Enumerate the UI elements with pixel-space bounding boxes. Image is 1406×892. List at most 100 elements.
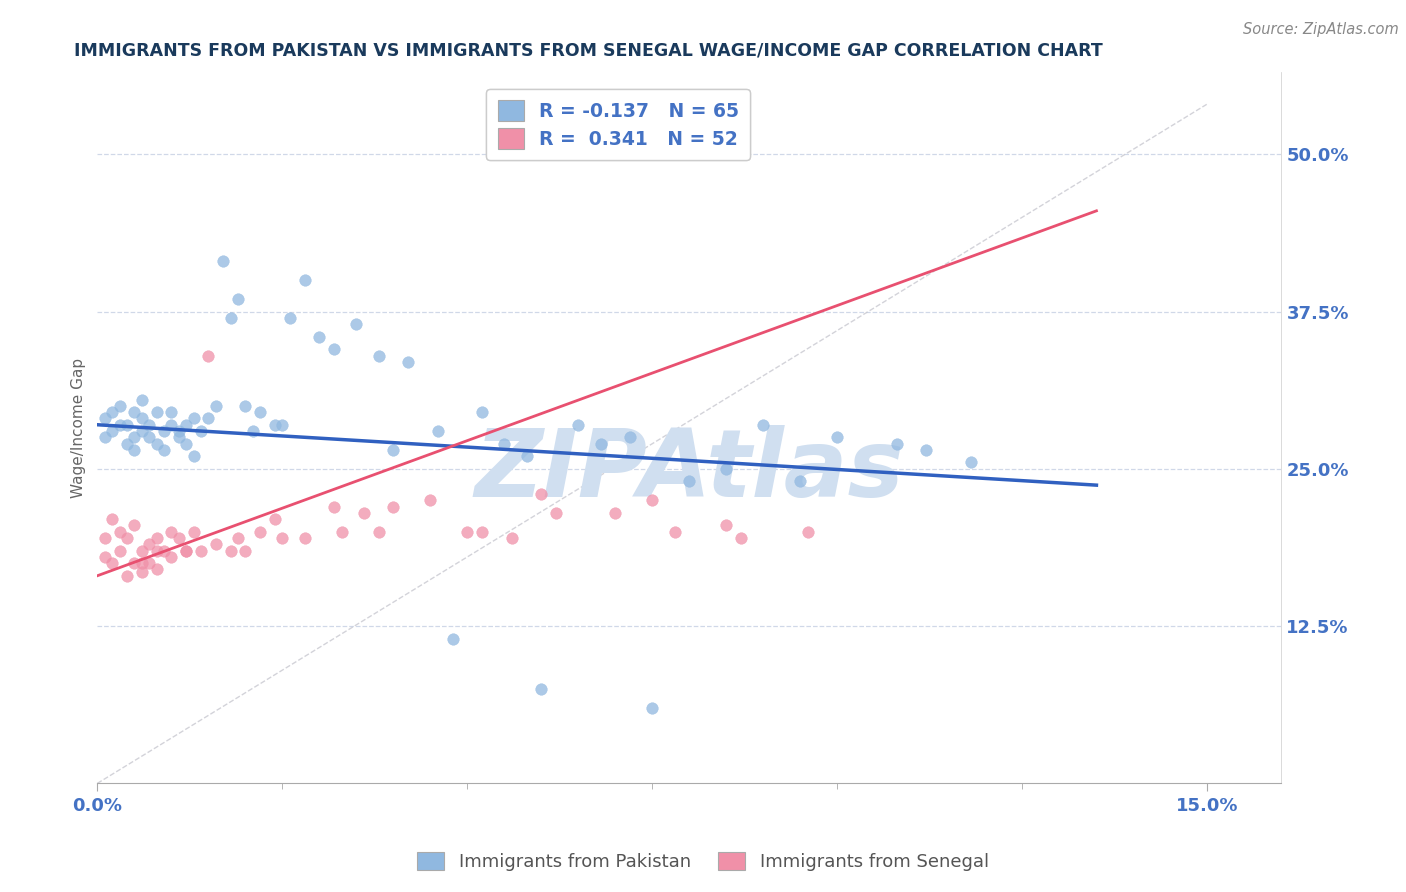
Point bbox=[678, 475, 700, 489]
Point bbox=[471, 405, 494, 419]
Point bbox=[264, 417, 287, 432]
Point bbox=[115, 568, 138, 582]
Point bbox=[827, 430, 849, 444]
Point bbox=[101, 424, 124, 438]
Point bbox=[530, 487, 553, 501]
Point bbox=[330, 524, 353, 539]
Point bbox=[138, 556, 160, 570]
Point bbox=[567, 417, 589, 432]
Point bbox=[190, 543, 212, 558]
Point bbox=[242, 424, 264, 438]
Point bbox=[138, 417, 160, 432]
Point bbox=[235, 399, 257, 413]
Point bbox=[101, 512, 124, 526]
Point bbox=[160, 405, 183, 419]
Point bbox=[441, 632, 464, 646]
Point bbox=[226, 292, 249, 306]
Point bbox=[174, 543, 197, 558]
Point bbox=[94, 531, 117, 545]
Point bbox=[124, 442, 146, 457]
Point bbox=[716, 518, 738, 533]
Point bbox=[619, 430, 641, 444]
Point bbox=[108, 399, 131, 413]
Legend: R = -0.137   N = 65, R =  0.341   N = 52: R = -0.137 N = 65, R = 0.341 N = 52 bbox=[486, 89, 751, 160]
Point bbox=[789, 475, 811, 489]
Point bbox=[456, 524, 478, 539]
Point bbox=[145, 562, 167, 576]
Point bbox=[264, 512, 287, 526]
Point bbox=[664, 524, 686, 539]
Point bbox=[174, 543, 197, 558]
Point bbox=[752, 417, 775, 432]
Point bbox=[131, 543, 153, 558]
Point bbox=[589, 436, 612, 450]
Point bbox=[124, 556, 146, 570]
Point bbox=[115, 531, 138, 545]
Point bbox=[278, 310, 301, 325]
Point bbox=[382, 500, 405, 514]
Point bbox=[426, 424, 449, 438]
Point bbox=[94, 430, 117, 444]
Point bbox=[516, 449, 538, 463]
Point bbox=[131, 424, 153, 438]
Point bbox=[959, 455, 981, 469]
Point bbox=[145, 543, 167, 558]
Point bbox=[160, 524, 183, 539]
Point bbox=[396, 355, 419, 369]
Point bbox=[183, 449, 205, 463]
Text: Source: ZipAtlas.com: Source: ZipAtlas.com bbox=[1243, 22, 1399, 37]
Point bbox=[167, 430, 190, 444]
Point bbox=[101, 556, 124, 570]
Point bbox=[212, 254, 235, 268]
Point bbox=[124, 405, 146, 419]
Point bbox=[271, 417, 294, 432]
Point bbox=[249, 405, 271, 419]
Point bbox=[219, 543, 242, 558]
Point bbox=[716, 462, 738, 476]
Point bbox=[190, 424, 212, 438]
Point bbox=[219, 310, 242, 325]
Point bbox=[108, 543, 131, 558]
Point bbox=[501, 531, 523, 545]
Point bbox=[353, 506, 375, 520]
Point bbox=[145, 405, 167, 419]
Point bbox=[641, 493, 664, 508]
Text: ZIPAtlas: ZIPAtlas bbox=[475, 425, 904, 516]
Point bbox=[138, 430, 160, 444]
Point bbox=[131, 411, 153, 425]
Point bbox=[249, 524, 271, 539]
Point bbox=[294, 273, 316, 287]
Point bbox=[367, 349, 389, 363]
Point bbox=[131, 556, 153, 570]
Point bbox=[419, 493, 441, 508]
Point bbox=[204, 537, 226, 551]
Point bbox=[174, 436, 197, 450]
Point bbox=[138, 537, 160, 551]
Point bbox=[153, 424, 176, 438]
Point bbox=[226, 531, 249, 545]
Point bbox=[308, 329, 330, 343]
Point bbox=[153, 442, 176, 457]
Point bbox=[115, 417, 138, 432]
Point bbox=[145, 436, 167, 450]
Point bbox=[730, 531, 752, 545]
Point bbox=[183, 411, 205, 425]
Point bbox=[344, 317, 367, 331]
Point bbox=[94, 549, 117, 564]
Point bbox=[174, 417, 197, 432]
Point bbox=[235, 543, 257, 558]
Point bbox=[605, 506, 627, 520]
Point bbox=[641, 701, 664, 715]
Point bbox=[494, 436, 516, 450]
Text: IMMIGRANTS FROM PAKISTAN VS IMMIGRANTS FROM SENEGAL WAGE/INCOME GAP CORRELATION : IMMIGRANTS FROM PAKISTAN VS IMMIGRANTS F… bbox=[73, 42, 1102, 60]
Point bbox=[145, 531, 167, 545]
Point bbox=[153, 543, 176, 558]
Point bbox=[131, 565, 153, 579]
Point bbox=[167, 424, 190, 438]
Point bbox=[382, 442, 405, 457]
Point bbox=[530, 681, 553, 696]
Point bbox=[367, 524, 389, 539]
Point bbox=[160, 549, 183, 564]
Point bbox=[108, 524, 131, 539]
Point bbox=[323, 343, 346, 357]
